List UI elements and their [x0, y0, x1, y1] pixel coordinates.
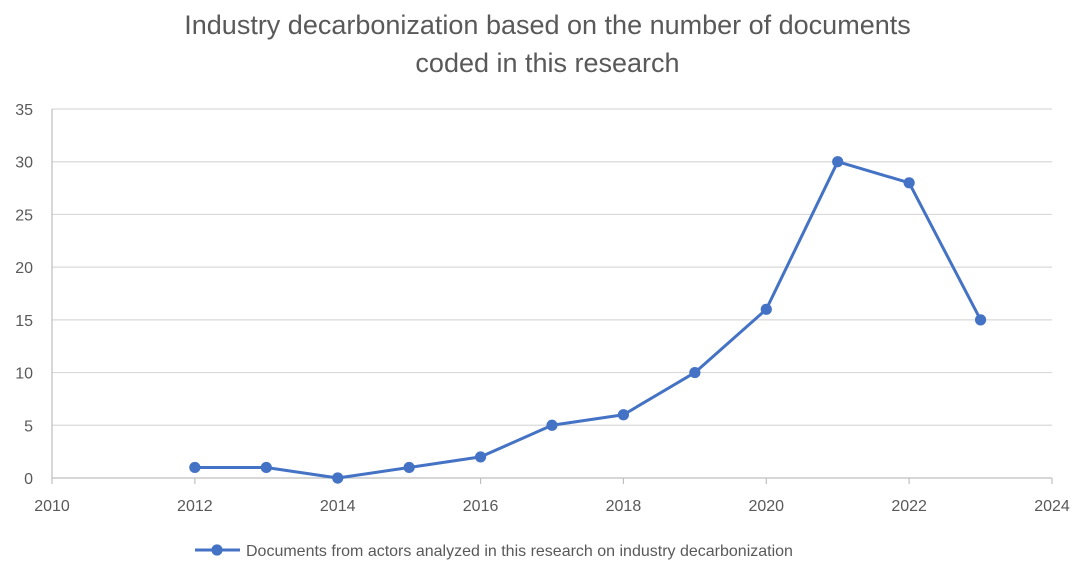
data-point: [403, 461, 415, 474]
y-tick-label: 35: [15, 102, 33, 119]
data-point: [832, 156, 844, 168]
x-tick-label: 2020: [748, 498, 784, 515]
grid-layer: [52, 108, 1052, 426]
y-tick-label: 0: [24, 471, 33, 488]
data-point: [260, 461, 272, 474]
x-tick-label: 2022: [891, 498, 927, 515]
x-tick-label: 2016: [463, 498, 499, 515]
data-point: [332, 472, 344, 484]
series-layer: [189, 156, 987, 484]
y-tick-label: 20: [15, 260, 33, 277]
data-point: [617, 409, 630, 421]
data-point: [189, 461, 201, 474]
axis-layer: 0 5 10 15 20 25 30 35 2010 2012 2014 2016 2018 2020 20…: [15, 102, 1070, 515]
y-tick-label: 30: [15, 155, 33, 172]
chart-title-line-2: coded in this research: [415, 48, 680, 78]
data-point: [974, 314, 987, 326]
data-point: [760, 303, 772, 315]
chart-title: Industry decarbonization based on the nu…: [0, 6, 1075, 82]
legend-label: Documents from actors analyzed in this r…: [246, 543, 793, 560]
x-tick-label: 2014: [320, 498, 356, 515]
series-line: [193, 160, 983, 480]
y-tick-label: 25: [15, 207, 33, 224]
data-point: [546, 419, 558, 431]
legend: Documents from actors analyzed in this r…: [195, 543, 793, 560]
x-tick-label: 2024: [1034, 498, 1070, 515]
x-tick-label: 2010: [34, 498, 70, 515]
chart-title-line-1: Industry decarbonization based on the nu…: [184, 10, 911, 40]
data-point: [474, 451, 487, 463]
x-tick-label: 2012: [177, 498, 213, 515]
y-tick-label: 10: [15, 366, 33, 383]
y-tick-label: 15: [15, 313, 33, 330]
data-point: [689, 366, 701, 379]
y-tick-label: 5: [24, 418, 33, 435]
x-tick-label: 2018: [606, 498, 642, 515]
legend-marker-icon: [211, 544, 223, 556]
data-point: [903, 177, 915, 189]
